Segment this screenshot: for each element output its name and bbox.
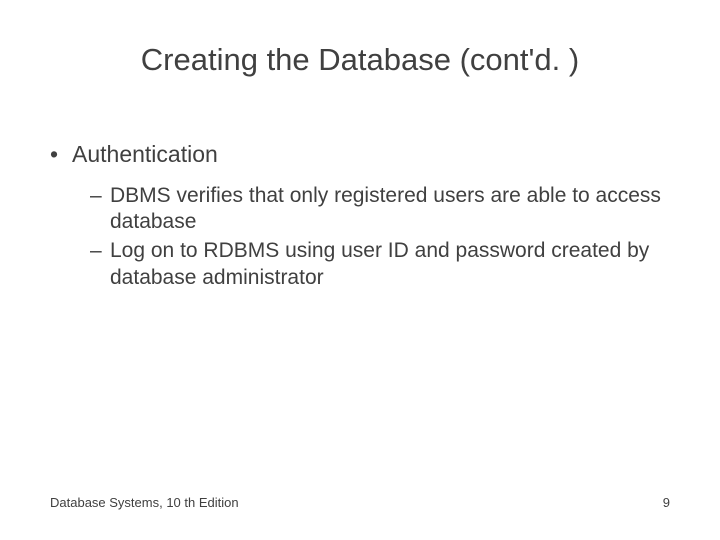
bullet-level2-text: DBMS verifies that only registered users… <box>110 184 661 233</box>
bullet-level2: Log on to RDBMS using user ID and passwo… <box>50 238 670 291</box>
bullet-level1-text: Authentication <box>72 141 218 167</box>
bullet-level1: Authentication <box>50 140 670 169</box>
slide-content: Authentication DBMS verifies that only r… <box>50 140 670 294</box>
bullet-level2-text: Log on to RDBMS using user ID and passwo… <box>110 239 649 288</box>
slide: Creating the Database (cont'd. ) Authent… <box>0 0 720 540</box>
footer-left: Database Systems, 10 th Edition <box>50 495 239 510</box>
footer-page-number: 9 <box>663 495 670 510</box>
bullet-level2: DBMS verifies that only registered users… <box>50 183 670 236</box>
slide-title: Creating the Database (cont'd. ) <box>0 42 720 78</box>
